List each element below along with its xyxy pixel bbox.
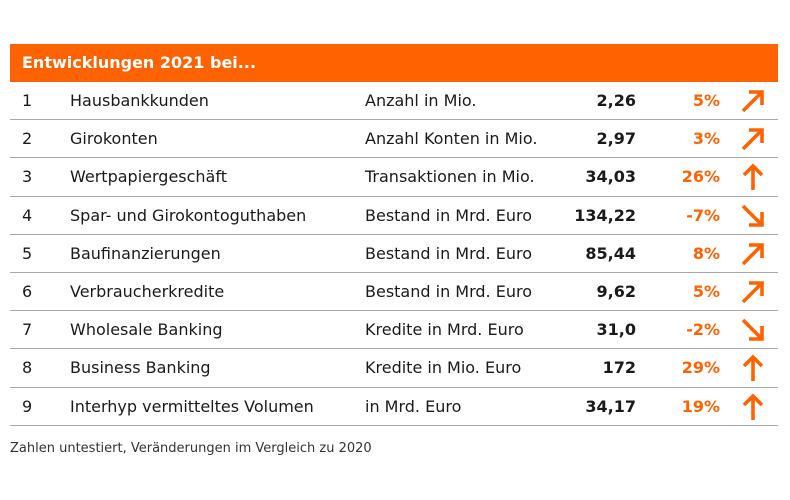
- table-row: 4 Spar- und Girokontoguthaben Bestand in M…: [10, 197, 778, 235]
- row-value: 34,17: [585, 396, 636, 416]
- arrow-up-right-icon: [738, 277, 768, 307]
- row-number: 5: [22, 243, 33, 263]
- row-label: Hausbankkunden: [70, 91, 209, 110]
- row-number: 4: [22, 205, 33, 225]
- row-unit: Transaktionen in Mio.: [365, 167, 535, 187]
- table-header: Entwicklungen 2021 bei...: [10, 44, 778, 82]
- row-change: -2%: [686, 320, 720, 340]
- row-change: 5%: [692, 91, 720, 110]
- row-label: Business Banking: [70, 358, 211, 378]
- row-change: -7%: [686, 205, 720, 225]
- row-unit: Anzahl Konten in Mio.: [365, 129, 538, 149]
- row-number: 8: [22, 358, 33, 378]
- arrow-up-right-icon: [738, 86, 768, 116]
- row-label: Interhyp vermitteltes Volumen: [70, 396, 314, 416]
- row-label: Baufinanzierungen: [70, 243, 221, 263]
- row-unit: Kredite in Mio. Euro: [365, 358, 522, 378]
- arrow-up-icon: [738, 392, 768, 422]
- row-value: 34,03: [585, 167, 636, 187]
- row-change: 3%: [692, 129, 720, 149]
- row-unit: Bestand in Mrd. Euro: [365, 243, 532, 263]
- row-label: Girokonten: [70, 129, 158, 149]
- row-change: 26%: [681, 167, 720, 187]
- row-value: 9,62: [596, 281, 636, 301]
- row-value: 85,44: [585, 243, 636, 263]
- table-row: 6 Verbraucherkredite Bestand in Mrd. Euro 9…: [10, 273, 778, 312]
- row-label: Wholesale Banking: [70, 320, 223, 340]
- table-body: 1 Hausbankkunden Anzahl in Mio. 2,26 5% 2 Giro…: [10, 82, 778, 426]
- arrow-up-icon: [738, 353, 768, 383]
- table-row: 5 Baufinanzierungen Bestand in Mrd. Euro 85…: [10, 235, 778, 273]
- table-row: 9 Interhyp vermitteltes Volumen in Mrd. Eu…: [10, 388, 778, 426]
- row-value: 2,97: [596, 129, 636, 149]
- arrow-down-right-icon: [738, 201, 768, 231]
- row-value: 2,26: [596, 91, 636, 110]
- row-label: Spar- und Girokontoguthaben: [70, 205, 307, 225]
- row-number: 2: [22, 129, 33, 149]
- developments-table: Entwicklungen 2021 bei... 1 Hausbankkunde…: [10, 44, 778, 426]
- row-number: 1: [22, 91, 33, 110]
- row-value: 31,0: [596, 320, 636, 340]
- row-value: 172: [602, 358, 636, 378]
- row-number: 6: [22, 281, 33, 301]
- footnote: Zahlen untestiert, Veränderungen im Verg…: [10, 441, 372, 456]
- arrow-up-icon: [738, 162, 768, 192]
- arrow-up-right-icon: [738, 124, 768, 154]
- row-number: 9: [22, 396, 33, 416]
- row-label: Verbraucherkredite: [70, 281, 225, 301]
- table-row: 3 Wertpapiergeschäft Transaktionen in Mio.…: [10, 158, 778, 197]
- arrow-up-right-icon: [738, 239, 768, 269]
- row-number: 3: [22, 167, 33, 187]
- row-unit: Anzahl in Mio.: [365, 91, 477, 110]
- row-number: 7: [22, 320, 33, 340]
- row-change: 19%: [681, 396, 720, 416]
- table-row: 8 Business Banking Kredite in Mio. Euro 172…: [10, 349, 778, 388]
- row-unit: Bestand in Mrd. Euro: [365, 281, 532, 301]
- row-value: 134,22: [574, 205, 636, 225]
- row-unit: Bestand in Mrd. Euro: [365, 205, 532, 225]
- arrow-down-right-icon: [738, 315, 768, 345]
- table-row: 2 Girokonten Anzahl Konten in Mio. 2,97 3%: [10, 120, 778, 159]
- table-row: 1 Hausbankkunden Anzahl in Mio. 2,26 5%: [10, 82, 778, 121]
- table-row: 7 Wholesale Banking Kredite in Mrd. Euro 31…: [10, 311, 778, 350]
- row-label: Wertpapiergeschäft: [70, 167, 227, 187]
- row-change: 8%: [692, 243, 720, 263]
- row-change: 5%: [692, 281, 720, 301]
- row-unit: in Mrd. Euro: [365, 396, 462, 416]
- row-change: 29%: [681, 358, 720, 378]
- row-unit: Kredite in Mrd. Euro: [365, 320, 524, 340]
